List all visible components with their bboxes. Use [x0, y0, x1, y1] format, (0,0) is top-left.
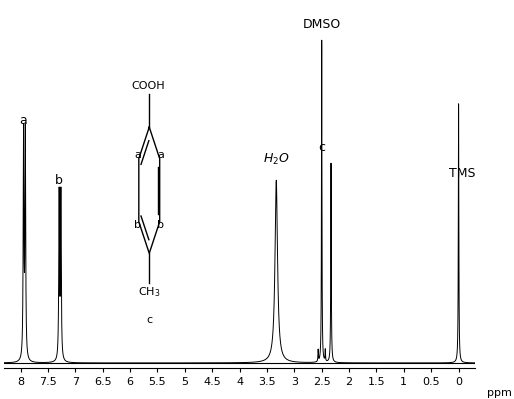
Text: c: c	[318, 141, 325, 154]
Text: b: b	[135, 220, 141, 230]
Text: c: c	[146, 315, 152, 325]
Text: $H_2O$: $H_2O$	[263, 152, 289, 167]
Text: DMSO: DMSO	[303, 18, 341, 31]
Text: a: a	[157, 150, 164, 160]
Text: a: a	[20, 114, 27, 127]
Text: COOH: COOH	[132, 81, 165, 91]
Text: b: b	[55, 174, 63, 187]
Text: CH$_3$: CH$_3$	[138, 285, 160, 299]
Text: ppm: ppm	[487, 388, 511, 398]
Text: TMS: TMS	[449, 167, 475, 180]
Text: a: a	[135, 150, 141, 160]
Text: b: b	[157, 220, 164, 230]
